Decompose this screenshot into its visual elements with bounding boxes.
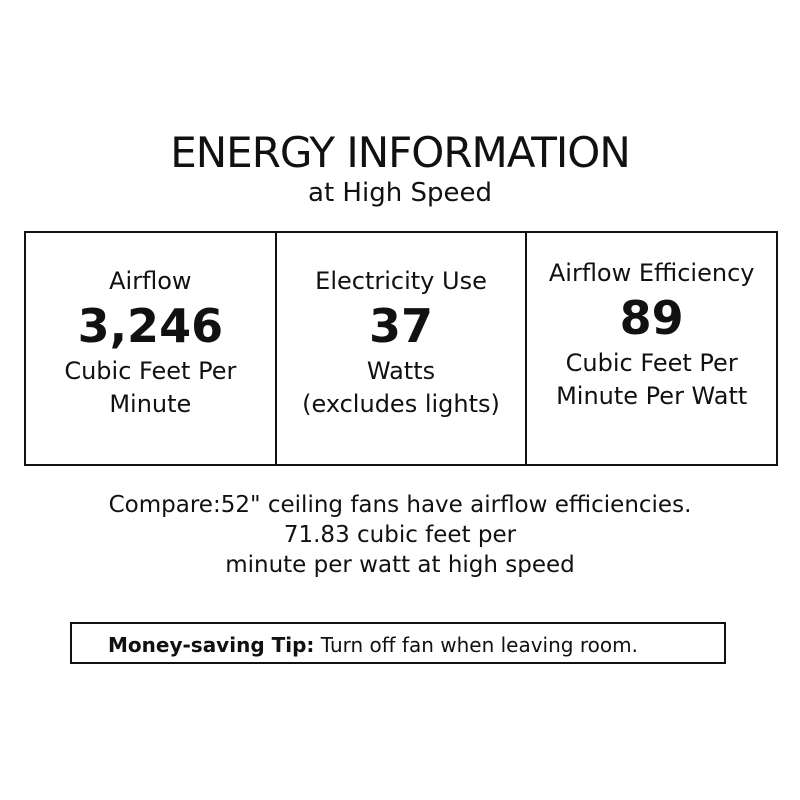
electricity-cell: Electricity Use 37 Watts (excludes light…: [277, 233, 528, 464]
cell-unit: Minute: [109, 390, 192, 418]
cell-label: Airflow: [109, 267, 192, 295]
cell-unit: (excludes lights): [302, 390, 500, 418]
tip-label: Money-saving Tip:: [108, 633, 315, 657]
cell-unit: Watts: [366, 357, 436, 385]
money-saving-tip: Money-saving Tip: Turn off fan when leav…: [70, 622, 726, 664]
efficiency-cell: Airflow Efficiency 89 Cubic Feet Per Min…: [527, 233, 776, 464]
cell-unit: Cubic Feet Per: [565, 349, 738, 377]
compare-line: Compare:52" ceiling fans have airflow ef…: [108, 492, 692, 518]
compare-line: minute per watt at high speed: [225, 552, 575, 578]
cell-label: Airflow Efficiency: [548, 259, 755, 287]
cell-value: 89: [619, 291, 684, 345]
cell-value: 3,246: [77, 299, 224, 353]
compare-text: Compare:52" ceiling fans have airflow ef…: [0, 490, 800, 580]
cell-unit: Minute Per Watt: [556, 382, 748, 410]
cell-unit: Cubic Feet Per: [64, 357, 237, 385]
cell-value: 37: [369, 299, 434, 353]
cell-label: Electricity Use: [315, 267, 487, 295]
energy-table: Airflow 3,246 Cubic Feet Per Minute Elec…: [24, 231, 778, 466]
subtitle: at High Speed: [308, 178, 492, 208]
airflow-cell: Airflow 3,246 Cubic Feet Per Minute: [26, 233, 277, 464]
tip-text: Turn off fan when leaving room.: [320, 633, 638, 657]
compare-line: 71.83 cubic feet per: [283, 522, 517, 548]
title: ENERGY INFORMATION: [170, 128, 631, 177]
